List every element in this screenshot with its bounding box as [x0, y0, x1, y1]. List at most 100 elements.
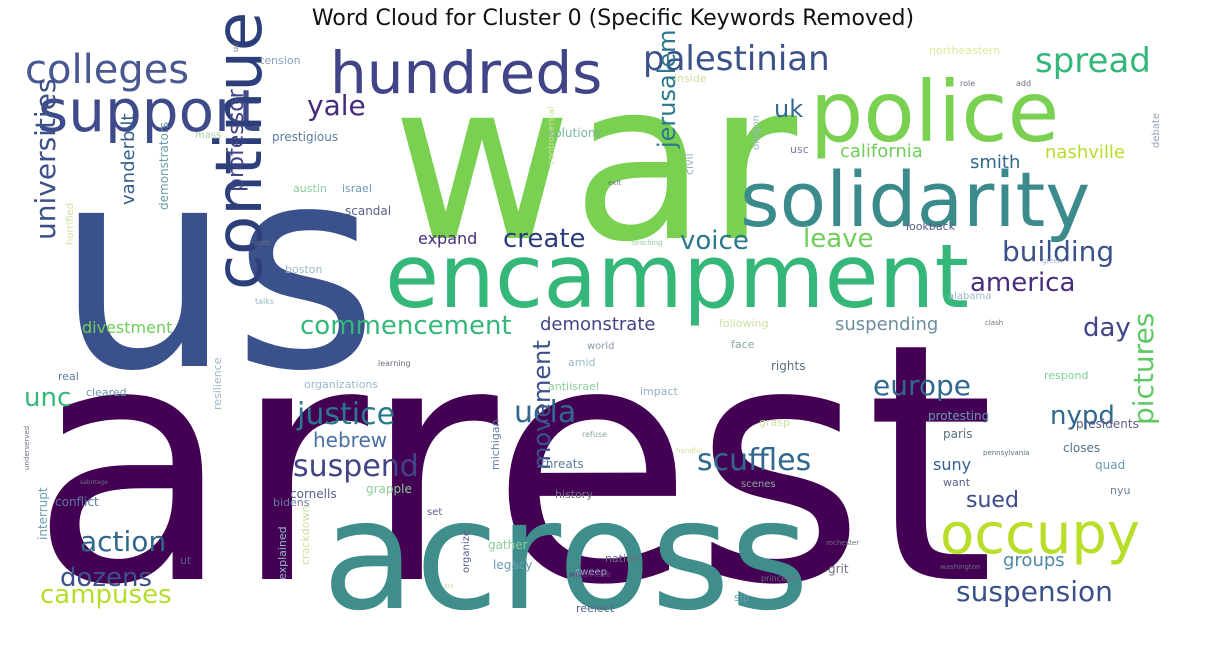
word-nation: nation — [605, 552, 640, 565]
word-pictures: pictures — [1127, 312, 1160, 425]
word-history: history — [555, 488, 593, 501]
word-willamette: willamette — [569, 570, 612, 579]
word-explained: explained — [276, 526, 289, 580]
word-alabama: alabama — [948, 291, 992, 302]
word-jerusalem: jerusalem — [653, 29, 681, 148]
word-demonstrators: demonstrators — [157, 121, 171, 210]
word-colleges: colleges — [25, 47, 190, 93]
word-america: america — [970, 268, 1076, 298]
word-war: war — [392, 34, 798, 290]
word-princeton: princeton — [761, 574, 800, 583]
word-campuses: campuses — [40, 580, 172, 610]
word-boston: boston — [285, 263, 323, 276]
word-suspending: suspending — [835, 314, 939, 335]
word-scuffles: scuffles — [697, 443, 812, 478]
word-antiisrael: antiisrael — [548, 380, 599, 393]
word-organizations: organizations — [304, 378, 379, 391]
word-sweep: sweep — [575, 567, 608, 578]
word-ut: ut — [180, 554, 192, 567]
word-conflict: conflict — [55, 495, 99, 509]
word-pennsylvania: pennsylvania — [983, 449, 1030, 457]
word-oregon: oregon — [751, 115, 762, 150]
word-legacy: legacy — [493, 558, 533, 572]
word-learning: learning — [378, 359, 411, 368]
word-gather: gather — [488, 538, 528, 552]
word-world: world — [587, 341, 615, 352]
word-sued: sued — [966, 488, 1019, 513]
word-scenes: scenes — [741, 479, 776, 490]
word-rochester: rochester — [826, 539, 860, 547]
word-interrupt: interrupt — [36, 487, 50, 540]
word-underserved: underserved — [23, 425, 31, 470]
word-unc: unc — [24, 383, 72, 413]
word-groups: groups — [1003, 550, 1065, 571]
word-solutions: solutions — [548, 126, 602, 140]
word-cornells: cornells — [290, 487, 337, 501]
word-horrified: horrified — [65, 202, 76, 245]
word-bidens: bidens — [273, 496, 310, 509]
word-presidents: presidents — [1076, 417, 1139, 431]
word-california: california — [840, 141, 923, 162]
word-hebrew: hebrew — [313, 428, 388, 452]
word-scandal: scandal — [345, 204, 392, 218]
word-mass: mass — [195, 130, 222, 141]
word-dozens: dozens — [60, 563, 153, 593]
word-threats: threats — [541, 457, 584, 471]
word-occupy: occupy — [940, 502, 1141, 567]
word-spread: spread — [1035, 41, 1151, 81]
word-cleared: cleared — [86, 386, 127, 399]
word-inside: inside — [674, 72, 707, 85]
word-building: building — [1002, 235, 1115, 268]
word-uo: uo — [231, 42, 240, 52]
word-amid: amid — [568, 356, 596, 369]
word-solidarity: solidarity — [740, 155, 1091, 244]
word-create: create — [503, 224, 586, 254]
word-police: police — [810, 63, 1060, 161]
word-movement: movement — [528, 340, 556, 470]
word-lookback: lookback — [906, 220, 956, 233]
word-real: real — [58, 370, 79, 383]
word-talks: talks — [255, 297, 275, 306]
word-uk: uk — [774, 95, 804, 123]
word-cloud: arrest us war across encampment police solidar… — [23, 12, 1162, 657]
word-action: action — [80, 525, 167, 558]
word-want: want — [943, 476, 971, 489]
word-grapple: grapple — [366, 482, 412, 496]
word-face: face — [731, 338, 755, 351]
word-northeastern: northeastern — [929, 44, 1001, 57]
word-exit: exit — [608, 179, 622, 187]
word-six: six — [444, 582, 454, 590]
word-sjp: sjp — [734, 591, 750, 604]
word-teaching: teaching — [632, 239, 663, 247]
word-us: us — [55, 107, 379, 433]
word-universities: universities — [29, 78, 62, 240]
word-sabotage: sabotage — [80, 479, 108, 486]
word-voice: voice — [680, 226, 749, 256]
word-day: day — [1083, 313, 1131, 343]
word-nashville: nashville — [1045, 142, 1125, 163]
word-following: following — [719, 317, 769, 330]
word-suspension: suspension — [956, 575, 1113, 608]
word-refuse: refuse — [582, 430, 608, 439]
word-palestinian: palestinian — [643, 39, 830, 79]
word-handful: handful — [676, 447, 703, 455]
word-respond: respond — [1044, 369, 1089, 382]
word-arrest: arrest — [30, 273, 995, 657]
word-support: support — [38, 77, 261, 145]
word-nyu: nyu — [1110, 484, 1131, 497]
word-reelect: reelect — [576, 602, 615, 615]
word-protesting: protesting — [928, 409, 990, 423]
word-expand: expand — [418, 229, 478, 248]
word-usc: usc — [790, 143, 809, 156]
word-israel: israel — [342, 182, 372, 195]
word-across: across — [322, 467, 810, 644]
word-washington: washington — [940, 563, 981, 571]
word-tension: tension — [260, 54, 301, 67]
word-closes: closes — [1063, 441, 1101, 455]
word-encampment: encampment — [385, 225, 969, 328]
word-suspend: suspend — [293, 449, 419, 484]
word-paris: paris — [943, 427, 973, 441]
word-add: add — [1016, 79, 1032, 88]
word-yale: yale — [307, 89, 366, 122]
word-clash: clash — [985, 319, 1004, 327]
